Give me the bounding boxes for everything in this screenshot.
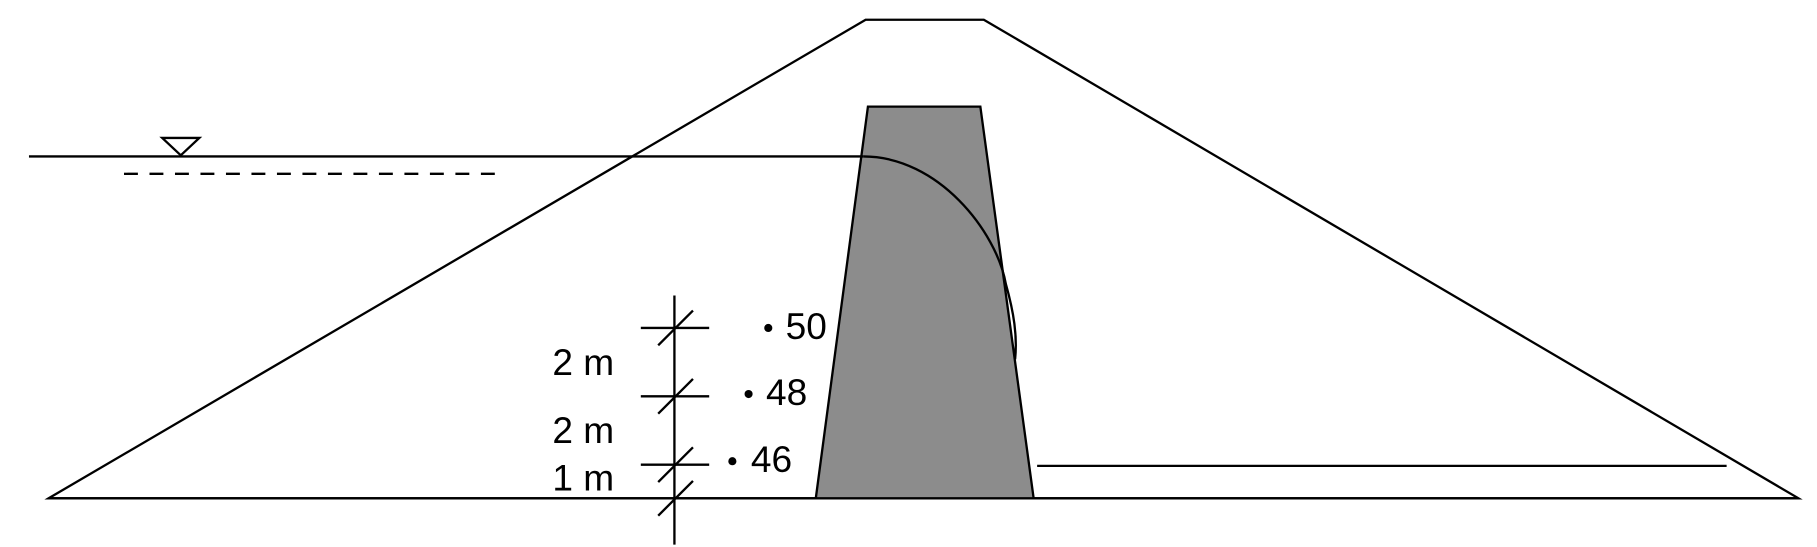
- phreatic-line: [863, 155, 1017, 360]
- water-symbol: [159, 136, 203, 157]
- point: [764, 323, 773, 333]
- dim-slash: [657, 378, 694, 415]
- point-label: 50: [786, 305, 827, 347]
- dim-slash: [657, 309, 694, 347]
- core: [814, 105, 1035, 500]
- point: [728, 457, 737, 466]
- dimension: [640, 295, 710, 545]
- dim-label: 1 m: [552, 457, 614, 499]
- dim-slash: [657, 480, 694, 517]
- point-label: 48: [766, 371, 807, 413]
- dim-slash: [657, 446, 694, 483]
- point: [744, 389, 753, 399]
- point-label: 46: [751, 438, 792, 480]
- dim-label: 2 m: [552, 341, 614, 383]
- dim-label: 2 m: [552, 409, 614, 451]
